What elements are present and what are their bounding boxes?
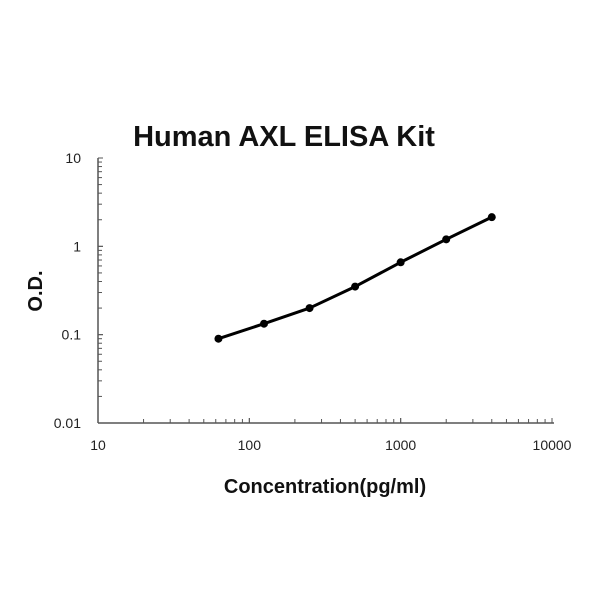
data-point [487, 213, 496, 222]
y-tick-label: 0.1 [62, 327, 82, 343]
y-axis-label: O.D. [25, 270, 47, 311]
y-tick-label: 10 [65, 150, 81, 166]
data-point [259, 319, 268, 328]
x-tick-label: 1000 [385, 437, 416, 453]
plot-area [214, 213, 496, 343]
x-tick-label: 10000 [533, 437, 572, 453]
y-tick-label: 0.01 [54, 415, 81, 431]
tick-labels: 10 100 1000 10000 0.01 0.1 1 10 [54, 150, 572, 453]
data-point [351, 282, 360, 291]
data-point [214, 334, 223, 343]
x-tick-label: 100 [238, 437, 262, 453]
data-point [442, 235, 451, 244]
data-point [396, 258, 405, 267]
axes [97, 157, 554, 424]
y-tick-label: 1 [73, 238, 81, 254]
x-axis-label: Concentration(pg/ml) [224, 476, 426, 498]
chart-title: Human AXL ELISA Kit [133, 121, 435, 153]
data-point [305, 304, 314, 313]
x-tick-label: 10 [90, 437, 106, 453]
series-line [217, 215, 493, 341]
